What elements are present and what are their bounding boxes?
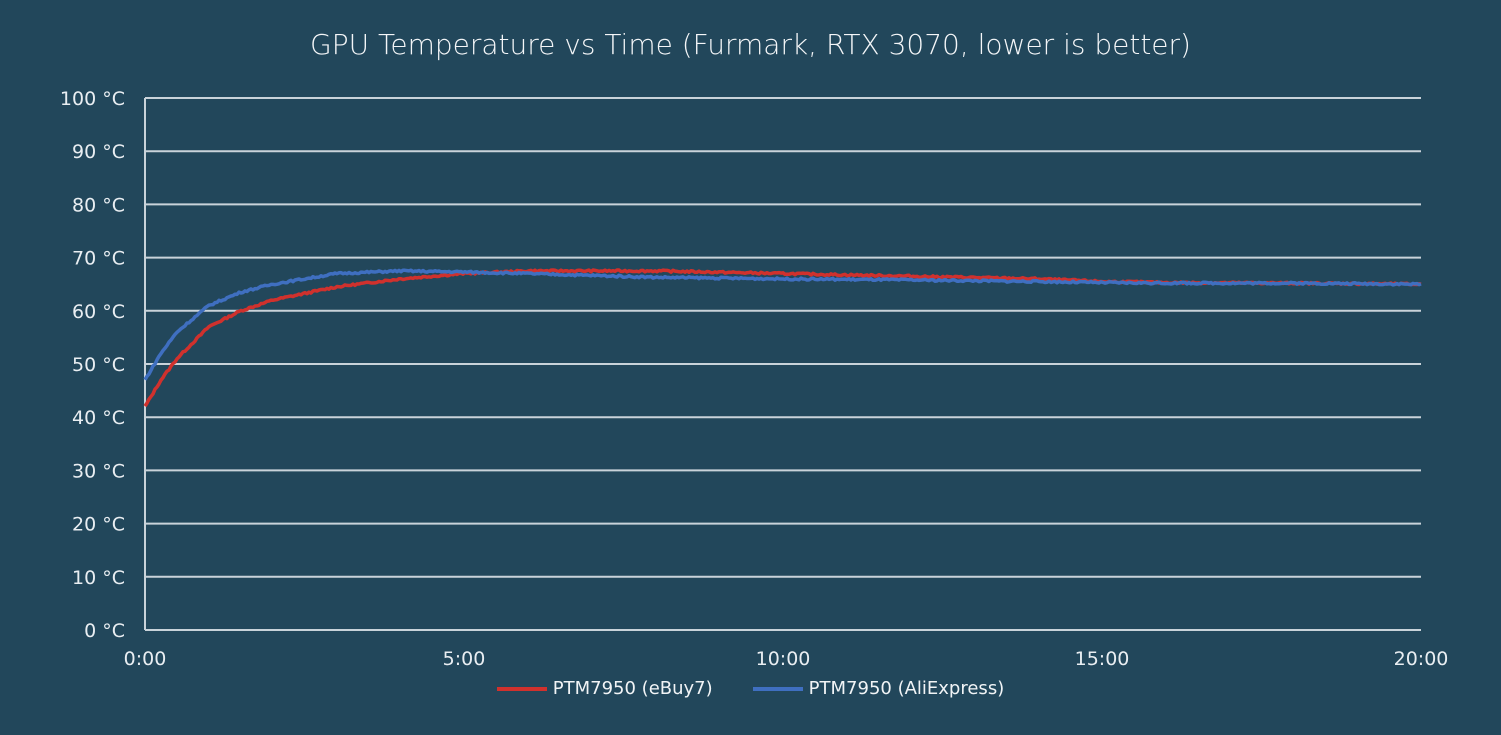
x-tick-label: 10:00 xyxy=(756,648,811,670)
legend-item: PTM7950 (eBuy7) xyxy=(496,678,713,699)
y-tick-label: 40 °C xyxy=(72,407,125,429)
y-tick-label: 0 °C xyxy=(84,620,125,642)
legend-label: PTM7950 (eBuy7) xyxy=(552,678,713,699)
legend-label: PTM7950 (AliExpress) xyxy=(808,678,1005,699)
x-tick-label: 20:00 xyxy=(1394,648,1449,670)
y-tick-label: 100 °C xyxy=(60,88,125,110)
legend-swatch xyxy=(496,686,547,691)
y-tick-label: 80 °C xyxy=(72,194,125,216)
y-tick-label: 20 °C xyxy=(72,514,125,536)
y-tick-label: 30 °C xyxy=(72,460,125,482)
y-tick-label: 60 °C xyxy=(72,301,125,323)
x-tick-label: 5:00 xyxy=(443,648,486,670)
y-tick-label: 70 °C xyxy=(72,248,125,270)
series-line-0 xyxy=(143,268,1422,408)
chart-title: GPU Temperature vs Time (Furmark, RTX 30… xyxy=(310,28,1191,61)
legend-item: PTM7950 (AliExpress) xyxy=(752,678,1005,699)
legend: PTM7950 (eBuy7) PTM7950 (AliExpress) xyxy=(0,678,1501,699)
y-tick-label: 10 °C xyxy=(72,567,125,589)
series-line-1 xyxy=(143,268,1422,381)
y-tick-label: 90 °C xyxy=(72,141,125,163)
x-tick-label: 0:00 xyxy=(124,648,167,670)
x-tick-label: 15:00 xyxy=(1075,648,1130,670)
legend-swatch xyxy=(752,686,803,691)
y-tick-label: 50 °C xyxy=(72,354,125,376)
